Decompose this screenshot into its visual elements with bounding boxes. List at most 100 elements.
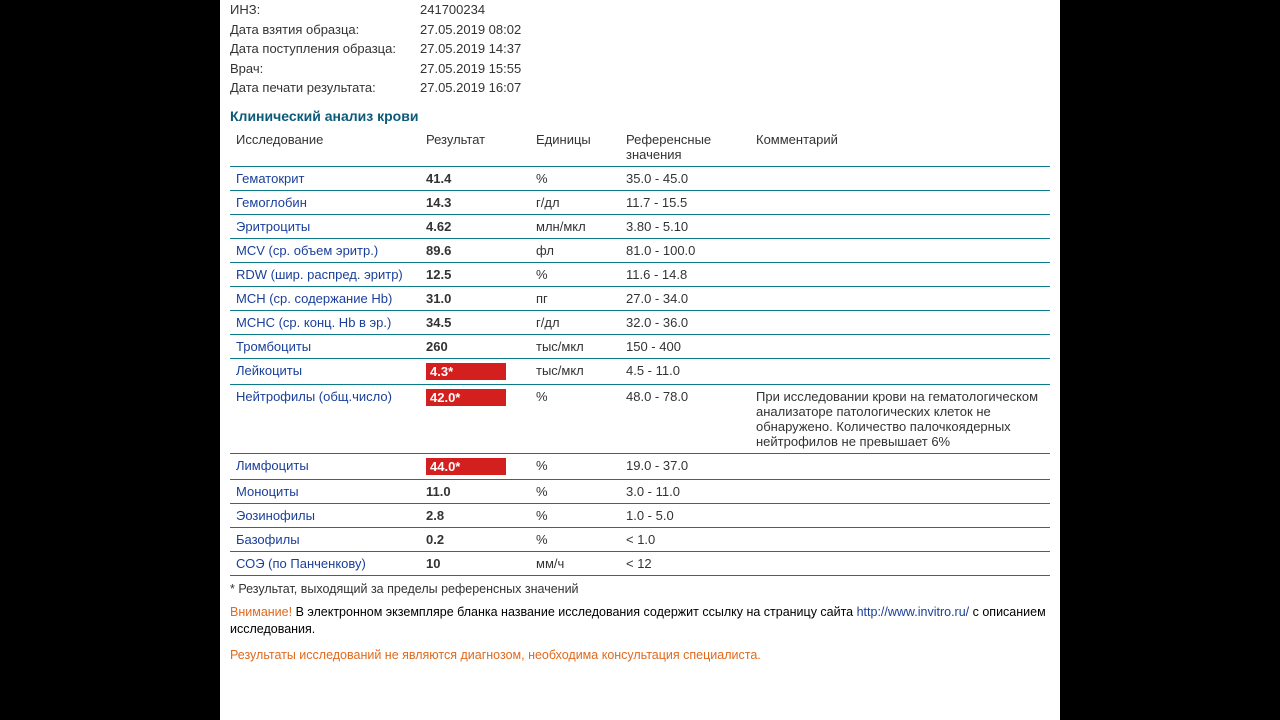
warning-link[interactable]: http://www.invitro.ru/ xyxy=(857,605,970,619)
test-units: % xyxy=(530,384,620,453)
meta-row: Дата печати результата:27.05.2019 16:07 xyxy=(230,78,1050,98)
test-units: % xyxy=(530,527,620,551)
abnormal-flag: 42.0* xyxy=(426,389,506,406)
test-reference: 1.0 - 5.0 xyxy=(620,503,750,527)
test-comment xyxy=(750,310,1050,334)
abnormal-flag: 4.3* xyxy=(426,363,506,380)
table-header-row: Исследование Результат Единицы Референсн… xyxy=(230,128,1050,167)
table-row: MCH (ср. содержание Hb)31.0пг27.0 - 34.0 xyxy=(230,286,1050,310)
col-result-header: Результат xyxy=(420,128,530,167)
section-title: Клинический анализ крови xyxy=(230,108,1050,124)
table-row: Эозинофилы2.8%1.0 - 5.0 xyxy=(230,503,1050,527)
test-reference: 150 - 400 xyxy=(620,334,750,358)
meta-row: Врач:27.05.2019 15:55 xyxy=(230,59,1050,79)
test-result: 4.3* xyxy=(420,358,530,384)
meta-row: Дата поступления образца:27.05.2019 14:3… xyxy=(230,39,1050,59)
test-result: 10 xyxy=(420,551,530,575)
meta-label: Дата печати результата: xyxy=(230,78,420,98)
test-name: RDW (шир. распред. эритр) xyxy=(230,262,420,286)
test-reference: < 12 xyxy=(620,551,750,575)
test-reference: 32.0 - 36.0 xyxy=(620,310,750,334)
test-reference: 11.7 - 15.5 xyxy=(620,190,750,214)
test-result: 41.4 xyxy=(420,166,530,190)
test-result: 14.3 xyxy=(420,190,530,214)
col-comment-header: Комментарий xyxy=(750,128,1050,167)
test-reference: 4.5 - 11.0 xyxy=(620,358,750,384)
test-comment xyxy=(750,190,1050,214)
results-tbody: Гематокрит41.4%35.0 - 45.0Гемоглобин14.3… xyxy=(230,166,1050,575)
test-comment xyxy=(750,479,1050,503)
test-units: фл xyxy=(530,238,620,262)
test-comment xyxy=(750,358,1050,384)
table-row: Тромбоциты260тыс/мкл150 - 400 xyxy=(230,334,1050,358)
test-reference: 3.0 - 11.0 xyxy=(620,479,750,503)
table-row: Гематокрит41.4%35.0 - 45.0 xyxy=(230,166,1050,190)
test-units: % xyxy=(530,262,620,286)
col-test-header: Исследование xyxy=(230,128,420,167)
test-units: г/дл xyxy=(530,310,620,334)
warning-text1: В электронном экземпляре бланка название… xyxy=(292,605,857,619)
test-reference: 27.0 - 34.0 xyxy=(620,286,750,310)
test-reference: 81.0 - 100.0 xyxy=(620,238,750,262)
test-name: Лейкоциты xyxy=(230,358,420,384)
test-reference: 19.0 - 37.0 xyxy=(620,453,750,479)
warning-prefix: Внимание! xyxy=(230,605,292,619)
test-units: % xyxy=(530,503,620,527)
test-units: % xyxy=(530,479,620,503)
test-result: 89.6 xyxy=(420,238,530,262)
meta-row: ИНЗ:241700234 xyxy=(230,0,1050,20)
test-result: 4.62 xyxy=(420,214,530,238)
test-name: Гемоглобин xyxy=(230,190,420,214)
meta-value: 27.05.2019 08:02 xyxy=(420,20,521,40)
test-reference: 3.80 - 5.10 xyxy=(620,214,750,238)
col-ref-header: Референсные значения xyxy=(620,128,750,167)
report-metadata: ИНЗ:241700234Дата взятия образца:27.05.2… xyxy=(230,0,1050,98)
warning-block: Внимание! В электронном экземпляре бланк… xyxy=(230,604,1050,665)
meta-label: Врач: xyxy=(230,59,420,79)
test-name: Лимфоциты xyxy=(230,453,420,479)
test-comment xyxy=(750,262,1050,286)
test-comment xyxy=(750,238,1050,262)
table-row: MCV (ср. объем эритр.)89.6фл81.0 - 100.0 xyxy=(230,238,1050,262)
test-units: мм/ч xyxy=(530,551,620,575)
test-comment xyxy=(750,551,1050,575)
test-name: Эритроциты xyxy=(230,214,420,238)
meta-value: 27.05.2019 14:37 xyxy=(420,39,521,59)
test-comment: При исследовании крови на гематологическ… xyxy=(750,384,1050,453)
test-comment xyxy=(750,334,1050,358)
test-result: 0.2 xyxy=(420,527,530,551)
test-name: Тромбоциты xyxy=(230,334,420,358)
lab-report-page: ИНЗ:241700234Дата взятия образца:27.05.2… xyxy=(220,0,1060,720)
meta-label: ИНЗ: xyxy=(230,0,420,20)
test-result: 42.0* xyxy=(420,384,530,453)
test-name: Нейтрофилы (общ.число) xyxy=(230,384,420,453)
test-units: тыс/мкл xyxy=(530,334,620,358)
test-name: MCH (ср. содержание Hb) xyxy=(230,286,420,310)
table-row: MCHC (ср. конц. Hb в эр.)34.5г/дл32.0 - … xyxy=(230,310,1050,334)
test-comment xyxy=(750,453,1050,479)
meta-row: Дата взятия образца:27.05.2019 08:02 xyxy=(230,20,1050,40)
test-result: 44.0* xyxy=(420,453,530,479)
results-table: Исследование Результат Единицы Референсн… xyxy=(230,128,1050,576)
test-name: Базофилы xyxy=(230,527,420,551)
table-row: Лейкоциты4.3*тыс/мкл4.5 - 11.0 xyxy=(230,358,1050,384)
table-row: RDW (шир. распред. эритр)12.5%11.6 - 14.… xyxy=(230,262,1050,286)
test-comment xyxy=(750,286,1050,310)
test-units: % xyxy=(530,166,620,190)
table-row: СОЭ (по Панченкову)10мм/ч< 12 xyxy=(230,551,1050,575)
meta-label: Дата взятия образца: xyxy=(230,20,420,40)
test-units: пг xyxy=(530,286,620,310)
test-comment xyxy=(750,503,1050,527)
test-comment xyxy=(750,214,1050,238)
test-name: Моноциты xyxy=(230,479,420,503)
test-result: 31.0 xyxy=(420,286,530,310)
footnote: * Результат, выходящий за пределы рефере… xyxy=(230,582,1050,596)
test-units: млн/мкл xyxy=(530,214,620,238)
test-comment xyxy=(750,527,1050,551)
meta-value: 241700234 xyxy=(420,0,485,20)
table-row: Эритроциты4.62млн/мкл3.80 - 5.10 xyxy=(230,214,1050,238)
test-reference: < 1.0 xyxy=(620,527,750,551)
table-row: Нейтрофилы (общ.число)42.0*%48.0 - 78.0П… xyxy=(230,384,1050,453)
test-reference: 35.0 - 45.0 xyxy=(620,166,750,190)
test-name: MCHC (ср. конц. Hb в эр.) xyxy=(230,310,420,334)
